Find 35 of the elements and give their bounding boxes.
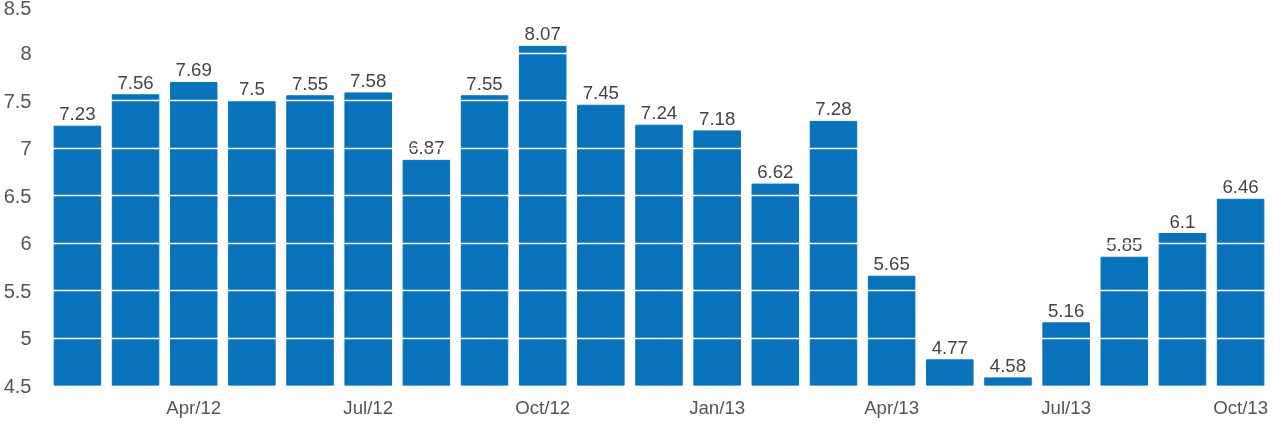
data-label: 7.55 bbox=[291, 72, 329, 94]
data-label: 7.56 bbox=[117, 71, 154, 93]
data-label: 7.45 bbox=[582, 82, 619, 104]
y-tick-label: 6.5 bbox=[3, 184, 32, 207]
x-tick-label: Apr/12 bbox=[166, 396, 222, 418]
data-label: 5.65 bbox=[873, 253, 910, 275]
data-label: 6.62 bbox=[757, 161, 794, 183]
x-tick-label: Jul/13 bbox=[1041, 396, 1092, 418]
data-label: 4.77 bbox=[931, 336, 968, 358]
data-label: 8.07 bbox=[524, 23, 561, 45]
x-tick-label: Oct/13 bbox=[1213, 396, 1269, 418]
y-tick-label: 4.5 bbox=[3, 374, 32, 397]
x-tick-label: Apr/13 bbox=[864, 396, 920, 418]
data-label: 7.18 bbox=[699, 107, 736, 129]
y-tick-label: 5.5 bbox=[3, 279, 32, 302]
data-label: 7.58 bbox=[350, 69, 387, 91]
y-tick-label: 5 bbox=[20, 327, 32, 349]
y-tick-label: 7.5 bbox=[3, 89, 32, 112]
x-tick-label: Jan/13 bbox=[689, 396, 746, 418]
data-label: 7.55 bbox=[466, 72, 503, 94]
data-label: 5.16 bbox=[1047, 299, 1085, 321]
y-tick-label: 7 bbox=[20, 137, 32, 159]
data-label: 7.5 bbox=[238, 77, 265, 99]
x-tick-label: Jul/12 bbox=[343, 396, 394, 418]
data-label: 7.28 bbox=[815, 98, 852, 120]
y-tick-label: 6 bbox=[20, 232, 32, 254]
data-label: 6.46 bbox=[1222, 176, 1259, 198]
y-tick-label: 8.5 bbox=[3, 0, 32, 19]
data-label: 7.69 bbox=[175, 59, 212, 81]
data-label: 4.58 bbox=[989, 354, 1027, 376]
data-label: 7.23 bbox=[59, 103, 96, 125]
x-tick-label: Oct/12 bbox=[515, 396, 571, 418]
data-label: 7.24 bbox=[640, 102, 678, 124]
data-label: 6.1 bbox=[1169, 210, 1196, 232]
y-tick-label: 8 bbox=[20, 42, 32, 64]
